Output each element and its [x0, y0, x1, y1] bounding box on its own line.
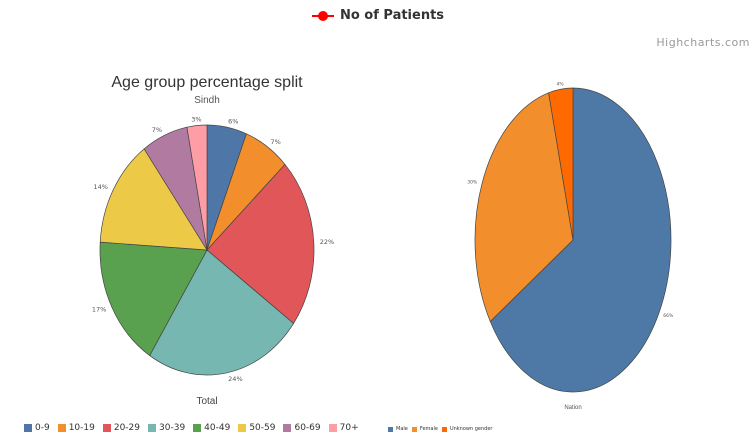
gender-legend-item[interactable]: Female [411, 426, 438, 432]
age-data-label: 14% [94, 183, 108, 191]
age-legend-label: 20-29 [113, 423, 141, 433]
age-legend-label: 60-69 [294, 423, 321, 433]
left-chart-title: Age group percentage split [111, 74, 303, 91]
age-slice-20-29[interactable] [206, 163, 315, 325]
series-line-marker-icon [311, 10, 334, 21]
age-legend-item[interactable]: 30-39 [148, 423, 185, 433]
age-legend-swatch-icon [148, 424, 157, 432]
gender-legend-label: Female [419, 426, 438, 432]
age-legend-item[interactable]: 40-49 [193, 423, 230, 433]
series-legend-label: No of Patients [339, 8, 445, 23]
age-legend-item[interactable]: 20-29 [102, 423, 141, 433]
age-data-label: 24% [228, 375, 242, 383]
age-legend-swatch-icon [57, 424, 66, 432]
gender-legend-label: Male [396, 426, 408, 432]
age-legend-swatch-icon [283, 424, 292, 432]
gender-legend: Male Female Unknown gender [388, 426, 492, 432]
age-legend-item[interactable]: 60-69 [283, 423, 321, 433]
age-legend-swatch-icon [102, 424, 111, 432]
age-legend-label: 10-19 [68, 423, 95, 433]
age-legend-label: 30-39 [159, 423, 186, 433]
gender-legend-label: Unknown gender [449, 426, 493, 432]
gender-data-label: 4% [557, 82, 565, 88]
right-chart-axis-label: Nation [564, 405, 582, 411]
age-data-label: 22% [320, 238, 334, 246]
age-legend-label: 50-59 [249, 423, 276, 433]
series-legend[interactable]: No of Patients [0, 8, 756, 23]
age-legend-swatch-icon [24, 424, 32, 432]
age-data-label: 6% [228, 117, 238, 125]
age-data-label: 7% [152, 126, 162, 134]
age-legend-item[interactable]: 10-19 [57, 423, 95, 433]
age-slice-70-[interactable] [186, 124, 208, 251]
age-legend-label: 40-49 [204, 423, 231, 433]
age-group-legend: 0-9 10-19 20-29 30-39 40-49 50-59 60-69 70+ [24, 423, 359, 433]
gender-slice-unknown-gender[interactable] [548, 87, 574, 241]
age-legend-item[interactable]: 50-59 [238, 423, 275, 433]
age-legend-swatch-icon [328, 424, 337, 432]
gender-legend-swatch-icon [411, 426, 417, 432]
age-slice-40-49[interactable] [99, 241, 208, 357]
age-data-label: 3% [191, 116, 201, 124]
age-legend-item[interactable]: 70+ [328, 423, 359, 433]
age-legend-label: 0-9 [35, 423, 50, 433]
age-legend-swatch-icon [238, 424, 247, 432]
age-legend-item[interactable]: 0-9 [24, 423, 50, 433]
gender-legend-swatch-icon [388, 426, 393, 432]
age-data-label: 17% [92, 306, 106, 314]
gender-legend-swatch-icon [441, 426, 447, 432]
left-chart-axis-label: Total [196, 396, 218, 407]
gender-legend-item[interactable]: Unknown gender [441, 426, 493, 432]
highcharts-credits-link[interactable]: Highcharts.com [656, 36, 750, 49]
gender-legend-item[interactable]: Male [388, 426, 408, 432]
left-chart-subtitle: Sindh [194, 95, 220, 106]
gender-slice-female[interactable] [474, 92, 574, 323]
age-legend-label: 70+ [339, 423, 359, 433]
age-legend-swatch-icon [193, 424, 202, 432]
age-slice-30-39[interactable] [149, 249, 295, 376]
age-data-label: 7% [271, 138, 281, 146]
gender-slice-male[interactable] [489, 87, 672, 393]
gender-data-label: 30% [467, 180, 478, 186]
gender-data-label: 66% [663, 313, 674, 319]
age-slice-50-59[interactable] [99, 148, 208, 251]
